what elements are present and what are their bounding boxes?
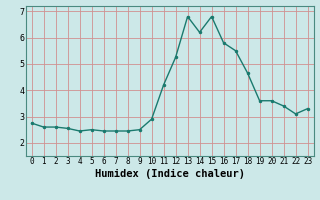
X-axis label: Humidex (Indice chaleur): Humidex (Indice chaleur) bbox=[95, 169, 244, 179]
